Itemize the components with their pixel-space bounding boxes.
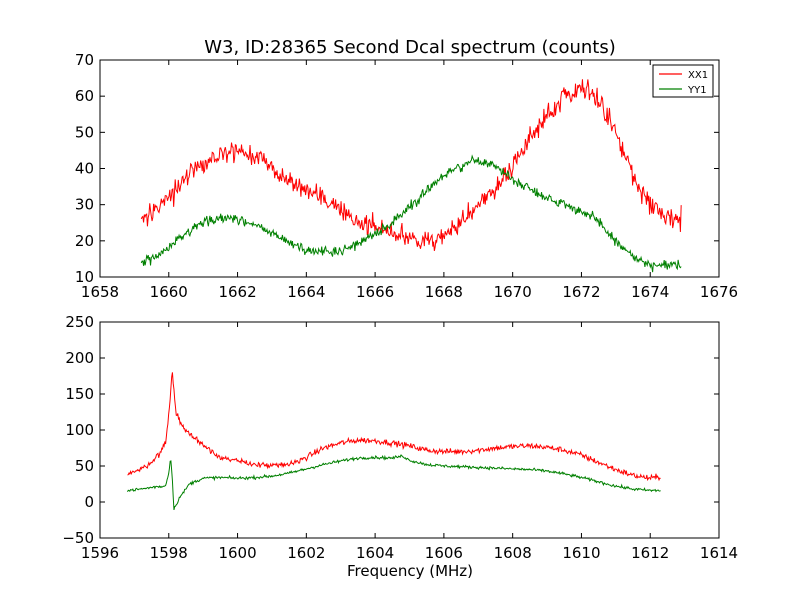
legend-box	[652, 64, 714, 98]
top-y-tick-label: 20	[75, 232, 94, 250]
bottom-y-tick-label: 0	[84, 493, 94, 511]
top-y-tick-label: 60	[75, 87, 94, 105]
bottom-series-yy1-line	[127, 454, 661, 511]
bottom-y-tick-label: 150	[65, 385, 94, 403]
bottom-y-tick-label: −50	[62, 529, 94, 547]
bottom-x-tick-label: 1596	[81, 544, 119, 562]
bottom-y-tick-label: 200	[65, 349, 94, 367]
top-x-tick-label: 1672	[562, 283, 600, 301]
bottom-x-tick-label: 1614	[700, 544, 738, 562]
top-series-yy1-line	[140, 154, 682, 273]
top-y-tick-label: 70	[75, 51, 94, 69]
top-x-tick-label: 1666	[356, 283, 394, 301]
legend-label-yy1: YY1	[687, 85, 707, 96]
top-x-tick-label: 1662	[218, 283, 256, 301]
bottom-x-tick-label: 1600	[218, 544, 256, 562]
bottom-y-tick-label: 50	[75, 457, 94, 475]
top-plot-ticks: 1658 1660 1662 1664 1666 1668 1670 1672 1674 1676…	[75, 51, 738, 301]
top-x-tick-label: 1674	[631, 283, 669, 301]
top-x-tick-label: 1668	[425, 283, 463, 301]
bottom-y-tick-label: 100	[65, 421, 94, 439]
bottom-plot: 1596 1598 1600 1602 1604 1606 1608 1610 1612 1614…	[62, 313, 738, 580]
top-plot: W3, ID:28365 Second Dcal spectrum (count…	[75, 37, 738, 301]
top-x-tick-label: 1664	[287, 283, 325, 301]
top-plot-title: W3, ID:28365 Second Dcal spectrum (count…	[204, 37, 616, 58]
bottom-x-tick-label: 1612	[631, 544, 669, 562]
bottom-x-tick-label: 1610	[562, 544, 600, 562]
top-x-tick-label: 1670	[494, 283, 532, 301]
top-plot-marks	[140, 79, 682, 273]
bottom-x-tick-label: 1602	[287, 544, 325, 562]
bottom-x-tick-label: 1604	[356, 544, 394, 562]
bottom-plot-marks	[127, 372, 661, 511]
bottom-y-tick-label: 250	[65, 313, 94, 331]
top-y-tick-label: 30	[75, 196, 94, 214]
bottom-plot-x-axis-title: Frequency (MHz)	[347, 562, 473, 580]
bottom-series-xx1-line	[127, 372, 661, 482]
bottom-x-tick-label: 1606	[425, 544, 463, 562]
top-y-tick-label: 40	[75, 160, 94, 178]
bottom-plot-ticks: 1596 1598 1600 1602 1604 1606 1608 1610 1612 1614…	[62, 313, 738, 562]
top-plot-legend: XX1 YY1	[652, 64, 714, 98]
top-x-tick-label: 1676	[700, 283, 738, 301]
top-y-tick-label: 10	[75, 268, 94, 286]
bottom-x-tick-label: 1598	[150, 544, 188, 562]
top-x-tick-label: 1658	[81, 283, 119, 301]
bottom-x-tick-label: 1608	[494, 544, 532, 562]
top-series-xx1-line	[140, 79, 682, 251]
top-y-tick-label: 50	[75, 123, 94, 141]
legend-label-xx1: XX1	[688, 70, 708, 81]
top-x-tick-label: 1660	[150, 283, 188, 301]
